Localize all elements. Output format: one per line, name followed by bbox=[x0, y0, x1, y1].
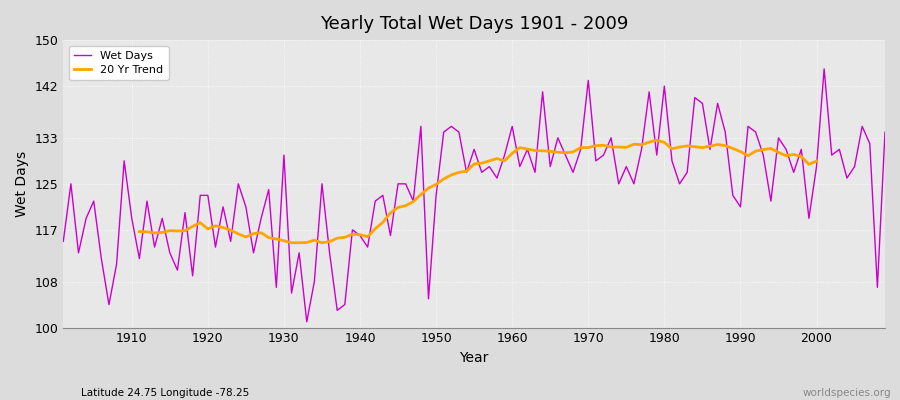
Wet Days bbox=[515, 164, 526, 169]
Y-axis label: Wet Days: Wet Days bbox=[15, 151, 29, 217]
20 Yr Trend bbox=[796, 154, 806, 159]
20 Yr Trend bbox=[134, 229, 145, 234]
Wet Days bbox=[58, 239, 68, 244]
20 Yr Trend bbox=[727, 146, 738, 151]
Legend: Wet Days, 20 Yr Trend: Wet Days, 20 Yr Trend bbox=[68, 46, 168, 80]
Text: worldspecies.org: worldspecies.org bbox=[803, 388, 891, 398]
Wet Days bbox=[339, 302, 350, 307]
20 Yr Trend bbox=[347, 232, 358, 236]
20 Yr Trend bbox=[712, 142, 723, 147]
Wet Days bbox=[302, 320, 312, 324]
Wet Days bbox=[507, 124, 517, 129]
Wet Days bbox=[819, 66, 830, 71]
20 Yr Trend bbox=[286, 240, 297, 245]
X-axis label: Year: Year bbox=[460, 351, 489, 365]
20 Yr Trend bbox=[652, 138, 662, 142]
20 Yr Trend bbox=[811, 159, 822, 164]
Text: Latitude 24.75 Longitude -78.25: Latitude 24.75 Longitude -78.25 bbox=[81, 388, 249, 398]
Line: 20 Yr Trend: 20 Yr Trend bbox=[140, 140, 816, 243]
Wet Days bbox=[286, 291, 297, 296]
Wet Days bbox=[119, 158, 130, 163]
Wet Days bbox=[879, 130, 890, 134]
20 Yr Trend bbox=[225, 228, 236, 232]
Wet Days bbox=[606, 136, 616, 140]
Title: Yearly Total Wet Days 1901 - 2009: Yearly Total Wet Days 1901 - 2009 bbox=[320, 15, 628, 33]
20 Yr Trend bbox=[613, 145, 624, 150]
Line: Wet Days: Wet Days bbox=[63, 69, 885, 322]
